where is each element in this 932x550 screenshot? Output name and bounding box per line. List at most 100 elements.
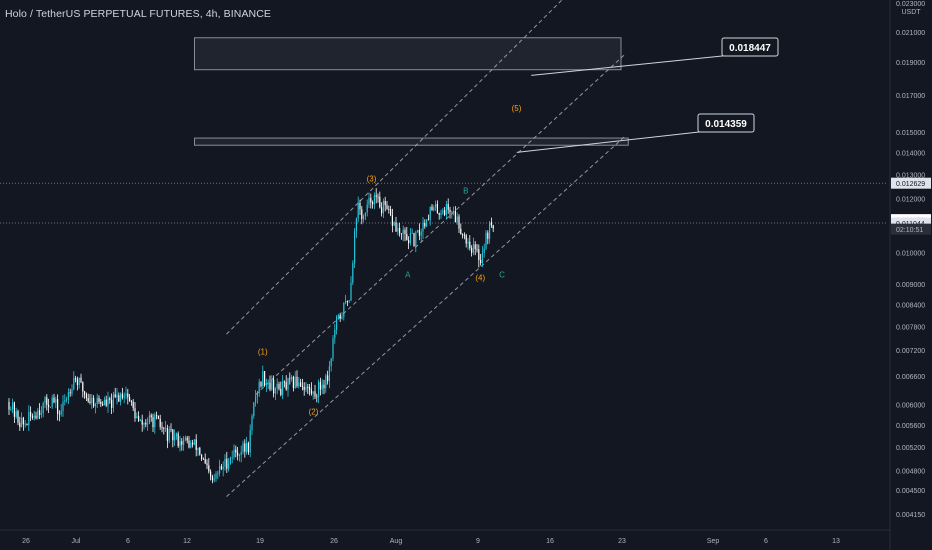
candle-body xyxy=(350,282,352,301)
candle xyxy=(85,392,87,402)
candle-body xyxy=(148,415,150,424)
candle xyxy=(139,418,141,422)
candle xyxy=(246,436,248,455)
candle xyxy=(93,395,95,408)
candle-body xyxy=(184,437,186,440)
candle-body xyxy=(445,204,447,216)
target-price-label: 0.018447 xyxy=(729,43,771,54)
candle xyxy=(125,386,127,400)
candle-body xyxy=(102,403,104,406)
callout-pointer xyxy=(516,130,709,153)
candle-body xyxy=(343,302,345,317)
candle xyxy=(481,246,483,268)
candle xyxy=(19,416,21,431)
candle xyxy=(136,412,138,419)
candle-body xyxy=(161,426,163,428)
candle xyxy=(463,232,465,240)
candle-body xyxy=(388,209,390,210)
candle-body xyxy=(204,459,206,464)
candle xyxy=(393,221,395,226)
candle xyxy=(166,424,168,449)
candle-body xyxy=(48,404,50,407)
candle-body xyxy=(105,399,107,406)
candle-body xyxy=(46,397,48,405)
candle-body xyxy=(309,387,311,390)
candle xyxy=(280,381,282,397)
candle-body xyxy=(426,219,428,227)
candle xyxy=(337,313,339,320)
candle-body xyxy=(355,218,357,231)
candle-body xyxy=(129,397,131,402)
y-tick-label: 0.007200 xyxy=(896,348,925,355)
candle-body xyxy=(24,423,26,425)
candle xyxy=(319,377,321,396)
candle-body xyxy=(60,411,62,415)
candle-body xyxy=(332,338,334,359)
candle xyxy=(256,390,258,404)
candle xyxy=(220,463,222,471)
candle-body xyxy=(453,211,455,212)
candle xyxy=(150,413,152,422)
candle xyxy=(420,228,422,242)
candle xyxy=(42,401,44,418)
channel-line-lower xyxy=(226,135,626,497)
candle xyxy=(282,375,284,400)
candle-body xyxy=(49,406,51,408)
candle xyxy=(208,458,210,474)
candle-body xyxy=(120,393,122,402)
candle-body xyxy=(397,227,399,232)
candle xyxy=(120,392,122,406)
candle xyxy=(147,417,149,431)
candle xyxy=(431,203,433,211)
candle xyxy=(204,453,206,465)
candle xyxy=(152,413,154,432)
candle-body xyxy=(381,207,383,214)
candle-body xyxy=(53,397,55,403)
candle xyxy=(336,315,338,335)
candle-body xyxy=(71,389,73,394)
candle-body xyxy=(460,228,462,235)
candle xyxy=(370,193,372,209)
candle-body xyxy=(44,397,46,403)
y-tick-label: 0.012000 xyxy=(896,196,925,203)
y-tick-label: 0.004150 xyxy=(896,512,925,519)
candle-body xyxy=(181,441,183,445)
candle xyxy=(10,406,12,411)
candle-body xyxy=(39,410,41,415)
candle-body xyxy=(368,197,370,205)
candle-body xyxy=(463,234,465,236)
candle xyxy=(334,323,336,344)
candle-body xyxy=(447,204,449,210)
y-tick-label: 0.009000 xyxy=(896,282,925,289)
candle xyxy=(456,212,458,225)
candle-body xyxy=(487,232,489,239)
y-tick-label: 0.013000 xyxy=(896,173,925,180)
candle xyxy=(174,429,176,446)
candle-body xyxy=(337,314,339,317)
candle-body xyxy=(444,210,446,216)
candle-body xyxy=(172,429,174,441)
candle xyxy=(238,453,240,462)
candle-body xyxy=(10,409,12,411)
candle-body xyxy=(307,387,309,388)
target-box xyxy=(194,137,629,146)
candle xyxy=(291,374,293,382)
candle xyxy=(84,390,86,399)
candle-body xyxy=(323,384,325,389)
candle-body xyxy=(170,429,172,430)
candle-body xyxy=(64,400,66,402)
candle-body xyxy=(62,401,64,412)
candle xyxy=(368,192,370,208)
candle xyxy=(201,454,203,461)
candle xyxy=(460,223,462,235)
candle-body xyxy=(197,447,199,450)
candle-body xyxy=(186,437,188,441)
candle xyxy=(53,393,55,404)
candle-body xyxy=(294,376,296,388)
candle-body xyxy=(260,381,262,387)
candle-body xyxy=(30,412,32,417)
candle xyxy=(375,188,377,204)
candle xyxy=(69,388,71,397)
